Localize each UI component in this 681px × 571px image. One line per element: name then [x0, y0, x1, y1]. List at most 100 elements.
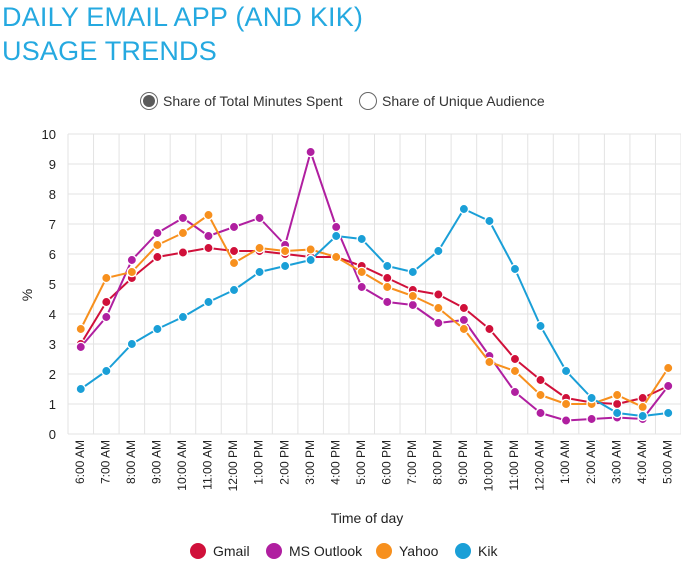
y-tick-label: 0 — [49, 427, 56, 442]
data-point-yahoo — [382, 281, 393, 293]
data-point-ms-outlook — [228, 221, 240, 233]
data-point-yahoo — [228, 257, 240, 269]
data-point-ms-outlook — [126, 254, 138, 266]
x-tick-label: 7:00 PM — [405, 440, 419, 485]
data-point-kik — [535, 320, 546, 332]
data-point-yahoo — [407, 290, 419, 302]
data-point-yahoo — [330, 251, 342, 263]
legend-swatch — [266, 543, 282, 559]
x-tick-label: 5:00 AM — [660, 440, 674, 484]
data-point-yahoo — [433, 302, 444, 314]
data-point-kik — [509, 263, 521, 275]
y-tick-label: 2 — [49, 367, 56, 382]
x-tick-label: 11:00 PM — [507, 440, 521, 490]
data-point-ms-outlook — [407, 299, 419, 311]
data-point-ms-outlook — [560, 415, 572, 426]
data-point-yahoo — [177, 227, 189, 239]
legend-label: Gmail — [213, 543, 250, 559]
data-point-ms-outlook — [254, 212, 265, 224]
radio-selected-dot-icon — [143, 95, 155, 107]
x-tick-label: 1:00 PM — [252, 440, 266, 485]
chart-title: DAILY EMAIL APP (AND KIK) USAGE TRENDS — [2, 0, 602, 68]
chart-legend: Gmail MS Outlook Yahoo Kik — [0, 543, 681, 563]
data-point-yahoo — [101, 272, 112, 284]
y-tick-label: 8 — [49, 187, 56, 202]
legend-item-ms-outlook[interactable]: MS Outlook — [266, 543, 362, 559]
legend-item-kik[interactable]: Kik — [455, 543, 497, 559]
x-tick-label: 3:00 AM — [609, 440, 623, 484]
legend-swatch — [455, 543, 471, 559]
data-point-gmail — [611, 398, 623, 410]
data-point-ms-outlook — [152, 227, 163, 239]
x-tick-label: 12:00 AM — [533, 440, 547, 491]
data-point-kik — [177, 311, 189, 323]
data-point-gmail — [458, 302, 470, 314]
x-tick-label: 9:00 PM — [456, 440, 470, 485]
x-tick-label: 7:00 AM — [98, 440, 112, 484]
legend-label: Yahoo — [399, 543, 439, 559]
data-point-gmail — [152, 251, 163, 263]
data-point-kik — [101, 365, 112, 377]
data-point-ms-outlook — [662, 380, 674, 392]
y-axis-label: % — [19, 289, 35, 301]
legend-item-gmail[interactable]: Gmail — [190, 543, 250, 559]
data-point-gmail — [203, 242, 214, 254]
y-tick-label: 5 — [49, 277, 56, 292]
data-point-ms-outlook — [509, 386, 521, 398]
y-tick-label: 6 — [49, 247, 56, 262]
data-point-kik — [484, 215, 495, 227]
x-tick-label: 10:00 AM — [175, 440, 189, 491]
data-point-gmail — [228, 245, 240, 257]
series-yahoo — [75, 209, 674, 413]
data-point-kik — [560, 365, 572, 377]
data-point-gmail — [101, 296, 112, 308]
data-point-ms-outlook — [535, 407, 546, 419]
data-point-kik — [203, 296, 214, 308]
data-point-kik — [305, 254, 316, 266]
data-point-ms-outlook — [458, 314, 470, 326]
data-point-gmail — [177, 247, 189, 258]
data-point-ms-outlook — [433, 317, 444, 329]
line-chart: 0 1 2 3 4 5 6 7 8 9 10 6:00 AM 7:00 AM 8:00 AM 9:00 A… — [19, 127, 681, 526]
data-point-ms-outlook — [101, 311, 112, 323]
x-axis-label: Time of day — [331, 510, 404, 526]
x-tick-label: 2:00 AM — [584, 440, 598, 484]
y-tick-label: 3 — [49, 337, 56, 352]
data-point-yahoo — [611, 389, 623, 401]
data-point-yahoo — [254, 242, 265, 254]
y-tick-label: 7 — [49, 217, 56, 232]
x-tick-label: 2:00 PM — [277, 440, 291, 485]
data-point-kik — [75, 383, 87, 395]
data-point-kik — [254, 266, 265, 278]
series-ms-outlook — [75, 146, 674, 426]
data-point-kik — [433, 245, 444, 257]
legend-swatch — [376, 543, 392, 559]
data-point-ms-outlook — [305, 146, 316, 158]
radio-circle-icon — [359, 92, 377, 110]
data-point-gmail — [509, 353, 521, 365]
series-kik — [75, 203, 674, 422]
data-point-kik — [356, 233, 367, 245]
data-point-kik — [662, 407, 674, 419]
x-axis-ticks: 6:00 AM 7:00 AM 8:00 AM 9:00 AM 10:00 AM 11:0… — [73, 440, 674, 491]
radio-share-total-minutes[interactable]: Share of Total Minutes Spent — [140, 92, 343, 110]
data-point-gmail — [484, 323, 495, 335]
y-axis-ticks: 0 1 2 3 4 5 6 7 8 9 10 — [42, 127, 56, 442]
x-tick-label: 3:00 PM — [303, 440, 317, 485]
legend-label: Kik — [478, 543, 498, 559]
x-tick-label: 4:00 PM — [328, 440, 342, 485]
data-point-ms-outlook — [177, 212, 189, 224]
data-point-kik — [152, 323, 163, 335]
y-tick-label: 10 — [42, 127, 56, 142]
legend-item-yahoo[interactable]: Yahoo — [376, 543, 438, 559]
data-point-yahoo — [509, 365, 521, 377]
series-group — [75, 146, 674, 426]
data-point-yahoo — [458, 323, 470, 335]
data-point-gmail — [382, 272, 393, 284]
data-point-yahoo — [637, 401, 648, 413]
radio-label: Share of Unique Audience — [382, 93, 545, 109]
grid-lines — [67, 133, 681, 435]
data-point-yahoo — [203, 209, 214, 221]
radio-share-unique-audience[interactable]: Share of Unique Audience — [359, 92, 545, 110]
data-point-ms-outlook — [356, 281, 367, 293]
